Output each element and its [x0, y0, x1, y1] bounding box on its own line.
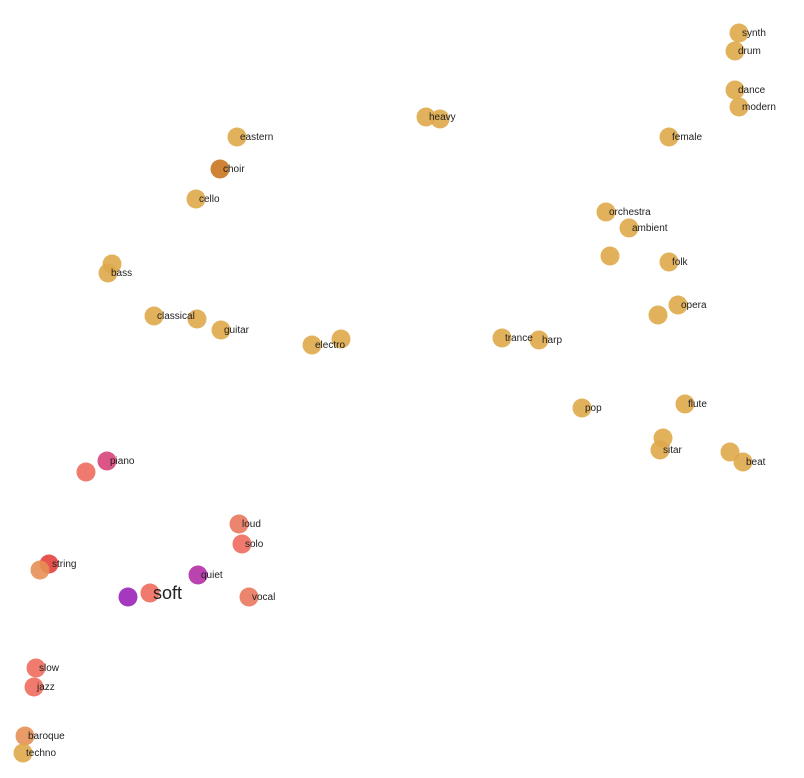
scatter-point-harp — [529, 330, 549, 350]
point-label-beat: beat — [746, 457, 766, 468]
point-label-choir: choir — [223, 164, 245, 175]
scatter-point-pop — [572, 398, 592, 418]
scatter-point-ambient — [619, 218, 639, 238]
scatter-point-29 — [720, 442, 740, 462]
point-label-electro: electro — [315, 340, 345, 351]
scatter-point-6 — [430, 109, 450, 129]
scatter-point-trance — [492, 328, 512, 348]
point-label-eastern: eastern — [240, 132, 273, 143]
scatter-point-21 — [331, 329, 351, 349]
scatter-point-choir — [210, 159, 230, 179]
scatter-point-32 — [76, 462, 96, 482]
scatter-point-modern — [729, 97, 749, 117]
scatter-point-38 — [118, 587, 138, 607]
scatter-point-solo — [232, 534, 252, 554]
scatter-point-orchestra — [596, 202, 616, 222]
point-label-piano: piano — [110, 456, 135, 467]
point-label-cello: cello — [199, 194, 220, 205]
scatter-point-jazz — [24, 677, 44, 697]
point-label-vocal: vocal — [252, 592, 275, 603]
scatter-point-eastern — [227, 127, 247, 147]
scatter-point-36 — [30, 560, 50, 580]
points-layer — [13, 23, 753, 763]
scatter-point-baroque — [15, 726, 35, 746]
scatter-point-female — [659, 127, 679, 147]
scatter-point-opera — [668, 295, 688, 315]
scatter-point-soft — [140, 583, 160, 603]
point-label-string: string — [52, 559, 76, 570]
scatter-point-beat — [733, 452, 753, 472]
point-label-quiet: quiet — [201, 570, 223, 581]
scatter-point-sitar — [650, 440, 670, 460]
point-label-soft: soft — [153, 583, 182, 603]
scatter-point-piano — [97, 451, 117, 471]
scatter-point-slow — [26, 658, 46, 678]
point-label-classical: classical — [157, 311, 195, 322]
point-label-modern: modern — [742, 102, 776, 113]
point-label-jazz: jazz — [36, 682, 55, 693]
point-label-sitar: sitar — [663, 445, 683, 456]
point-label-guitar: guitar — [224, 325, 250, 336]
scatter-point-loud — [229, 514, 249, 534]
point-label-drum: drum — [738, 46, 761, 57]
point-label-heavy: heavy — [429, 112, 456, 123]
scatter-point-synth — [729, 23, 749, 43]
scatter-point-20 — [648, 305, 668, 325]
point-label-flute: flute — [688, 399, 707, 410]
point-label-bass: bass — [111, 268, 132, 279]
scatter-point-cello — [186, 189, 206, 209]
scatter-point-12 — [600, 246, 620, 266]
point-label-dance: dance — [738, 85, 766, 96]
point-label-harp: harp — [542, 335, 562, 346]
point-label-trance: trance — [505, 333, 533, 344]
point-label-opera: opera — [681, 300, 707, 311]
point-label-loud: loud — [242, 519, 261, 530]
point-label-slow: slow — [39, 663, 60, 674]
point-label-pop: pop — [585, 403, 602, 414]
scatter-point-classical — [144, 306, 164, 326]
point-label-ambient: ambient — [632, 223, 668, 234]
scatter-point-dance — [725, 80, 745, 100]
scatter-point-drum — [725, 41, 745, 61]
scatter-point-vocal — [239, 587, 259, 607]
scatter-point-bass — [98, 263, 118, 283]
labels-layer: synth drum dance modern female heavy eastern ch… — [26, 28, 776, 759]
point-label-techno: techno — [26, 748, 56, 759]
point-label-synth: synth — [742, 28, 766, 39]
point-label-folk: folk — [672, 257, 689, 268]
scatter-point-electro — [302, 335, 322, 355]
scatter-point-techno — [13, 743, 33, 763]
scatter-point-flute — [675, 394, 695, 414]
point-label-female: female — [672, 132, 702, 143]
scatter-point-heavy — [416, 107, 436, 127]
scatter-point-17 — [187, 309, 207, 329]
scatter-point-quiet — [188, 565, 208, 585]
scatter-point-guitar — [211, 320, 231, 340]
point-label-solo: solo — [245, 539, 264, 550]
point-label-baroque: baroque — [28, 731, 65, 742]
scatter-point-folk — [659, 252, 679, 272]
point-label-orchestra: orchestra — [609, 207, 651, 218]
